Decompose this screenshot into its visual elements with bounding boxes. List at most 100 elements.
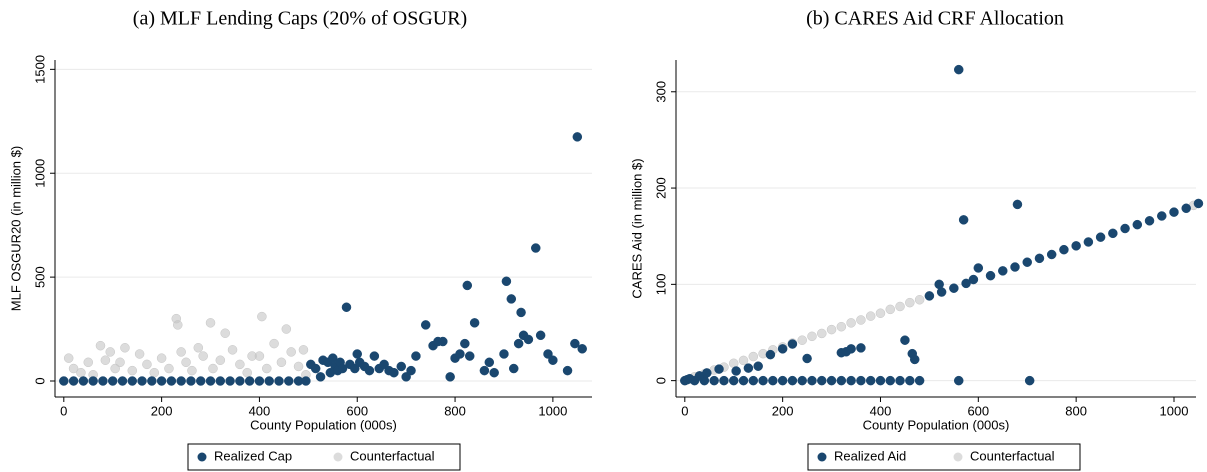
point	[684, 373, 695, 384]
point	[506, 294, 517, 304]
point	[856, 375, 866, 386]
point	[998, 266, 1008, 276]
point	[1181, 203, 1191, 214]
point	[164, 363, 174, 374]
point	[856, 315, 866, 325]
point	[1046, 249, 1057, 260]
point	[95, 340, 106, 351]
legend-label: Realized Aid	[834, 448, 906, 463]
y-tick-label: 0	[653, 377, 668, 384]
point	[78, 376, 89, 386]
point	[379, 359, 389, 370]
point	[469, 318, 480, 328]
point	[1193, 198, 1204, 209]
legend-marker	[197, 452, 207, 462]
point	[856, 343, 866, 353]
point	[100, 355, 111, 365]
x-tick-label: 1000	[1160, 403, 1189, 418]
point	[562, 365, 573, 376]
point	[953, 375, 964, 386]
legend-label: Realized Cap	[214, 448, 292, 463]
point	[1095, 232, 1106, 242]
point	[242, 367, 252, 378]
point	[464, 351, 475, 361]
point	[807, 331, 817, 342]
point	[215, 355, 226, 365]
point	[1024, 375, 1035, 386]
point	[396, 361, 407, 372]
point	[570, 338, 580, 349]
point	[105, 347, 116, 357]
point	[895, 301, 905, 312]
point	[88, 376, 98, 386]
point	[176, 347, 186, 357]
point	[900, 335, 910, 345]
point	[953, 64, 964, 75]
point	[76, 367, 86, 378]
x-tick-label: 400	[870, 403, 892, 418]
point	[499, 349, 509, 359]
point	[702, 368, 712, 378]
point	[127, 376, 138, 386]
point	[98, 376, 108, 386]
point	[205, 376, 216, 386]
point	[293, 361, 304, 372]
point	[914, 375, 925, 386]
point	[1059, 244, 1069, 255]
point	[531, 243, 541, 253]
point	[846, 375, 856, 386]
point	[738, 355, 749, 366]
point	[257, 311, 267, 322]
point	[489, 367, 499, 378]
point	[187, 365, 197, 376]
point	[731, 366, 741, 376]
point	[341, 302, 352, 312]
y-tick-label: 1500	[32, 55, 47, 84]
point	[484, 357, 495, 368]
point	[719, 375, 729, 386]
point	[1034, 253, 1045, 264]
point	[438, 336, 448, 347]
point	[156, 353, 167, 363]
point	[895, 375, 905, 386]
point	[1132, 219, 1143, 230]
point	[269, 338, 279, 349]
point	[117, 376, 128, 386]
y-axis-label: MLF OSGUR20 (in million $)	[8, 146, 23, 311]
point	[301, 376, 311, 386]
point	[462, 280, 473, 291]
point	[310, 363, 321, 374]
point	[68, 376, 79, 386]
point	[315, 372, 326, 382]
point	[68, 363, 79, 374]
point	[949, 283, 959, 293]
point	[728, 375, 739, 386]
point	[208, 363, 218, 374]
point	[350, 363, 360, 374]
point	[958, 215, 969, 225]
point	[186, 376, 196, 386]
point	[298, 345, 309, 355]
point	[765, 349, 776, 360]
x-tick-label: 200	[151, 403, 173, 418]
point	[909, 354, 920, 365]
point	[166, 376, 177, 386]
point	[836, 375, 847, 386]
point	[173, 320, 183, 330]
point	[807, 375, 817, 386]
point	[1083, 237, 1094, 247]
point	[137, 376, 147, 386]
point	[364, 365, 375, 376]
point	[460, 338, 470, 349]
point	[193, 343, 204, 353]
x-tick-label: 600	[967, 403, 989, 418]
y-tick-label: 300	[653, 81, 668, 103]
point	[455, 349, 465, 359]
point	[709, 375, 719, 386]
y-tick-label: 0	[32, 377, 47, 384]
point	[802, 353, 812, 364]
y-axis-label: CARES Aid (in million $)	[629, 158, 644, 298]
point	[1169, 207, 1179, 217]
point	[508, 363, 519, 374]
point	[787, 375, 798, 386]
